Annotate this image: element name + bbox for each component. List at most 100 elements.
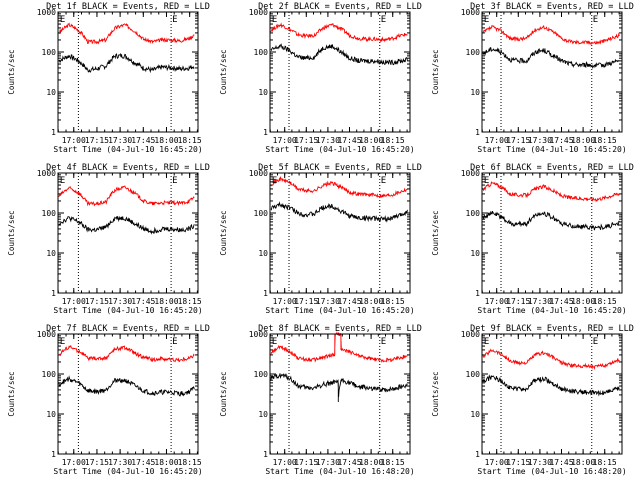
eclipse-marker: E [381,176,386,186]
x-tick-label: 17:15 [294,136,318,145]
y-tick-label: 1 [51,128,56,137]
y-tick-label: 10 [258,88,268,97]
x-tick-label: 17:15 [506,458,530,467]
series-events-line [482,210,620,231]
x-tick-label: 17:45 [337,297,361,306]
x-tick-label: 18:00 [359,136,383,145]
x-tick-label: 17:15 [506,297,530,306]
x-tick-label: 17:30 [528,297,552,306]
y-axis-label: Counts/sec [7,210,16,255]
series-lld-line [482,181,620,203]
x-tick-label: 17:00 [273,297,297,306]
series-events-line [58,52,195,74]
y-tick-label: 10 [258,410,268,419]
y-tick-label: 1 [263,450,268,459]
y-axis-label: Counts/sec [7,49,16,94]
x-tick-label: 17:45 [549,458,573,467]
panel-7: Det 7f BLACK = Events, RED = LLD Counts/s… [7,324,210,476]
panel-frame [269,333,411,455]
panel-8: Det 8f BLACK = Events, RED = LLD Counts/s… [219,324,422,476]
panel-4: Det 4f BLACK = Events, RED = LLD Counts/s… [7,163,210,315]
panel-frame [57,333,199,455]
series-lld-line [58,22,195,45]
series-lld-line [58,344,195,363]
x-tick-label: 18:15 [381,136,405,145]
x-tick-label: 17:45 [549,136,573,145]
series-lld-line [482,348,620,370]
x-tick-label: 18:15 [178,136,202,145]
y-tick-label: 1 [475,128,480,137]
x-tick-label: 17:30 [316,458,340,467]
series-lld-line [270,22,408,43]
x-tick-label: 17:00 [485,458,509,467]
panel-title: Det 9f BLACK = Events, RED = LLD [470,324,634,334]
eclipse-marker: E [272,15,277,25]
y-tick-label: 10 [46,88,56,97]
x-tick-label: 17:45 [337,458,361,467]
series-events-line [270,43,408,66]
x-tick-label: 18:15 [381,297,405,306]
x-tick-label: 17:00 [485,136,509,145]
x-tick-label: 17:45 [549,297,573,306]
y-tick-label: 1 [475,450,480,459]
y-tick-label: 1000 [37,8,56,17]
panel-frame [57,11,199,133]
y-axis-label: Counts/sec [431,210,440,255]
x-tick-label: 18:00 [359,297,383,306]
eclipse-marker: E [172,337,177,347]
x-axis-label: Start Time (04-Jul-10 16:45:20) [53,145,202,154]
x-tick-label: 17:30 [108,136,132,145]
eclipse-marker: E [484,176,489,186]
x-tick-label: 17:15 [85,297,109,306]
x-tick-label: 17:45 [131,136,155,145]
x-tick-label: 18:15 [593,297,617,306]
panel-title: Det 4f BLACK = Events, RED = LLD [46,163,210,173]
series-events-line [482,47,620,69]
x-tick-label: 17:15 [294,297,318,306]
panel-frame [57,172,199,294]
panel-9: Det 9f BLACK = Events, RED = LLD Counts/s… [431,324,634,476]
x-tick-label: 17:30 [316,136,340,145]
y-tick-label: 1000 [249,8,268,17]
y-axis-label: Counts/sec [219,371,228,416]
x-tick-label: 18:00 [571,458,595,467]
y-tick-label: 1000 [461,330,480,339]
panel-frame [269,172,411,294]
x-tick-label: 18:15 [593,458,617,467]
y-tick-label: 1 [263,289,268,298]
x-tick-label: 17:00 [485,297,509,306]
panel-title: Det 3f BLACK = Events, RED = LLD [470,2,634,12]
x-tick-label: 18:00 [154,297,178,306]
eclipse-marker: E [172,176,177,186]
panel-title: Det 1f BLACK = Events, RED = LLD [46,2,210,12]
eclipse-marker: E [484,15,489,25]
panel-frame [481,333,623,455]
panel-title: Det 8f BLACK = Events, RED = LLD [258,324,422,334]
eclipse-marker: E [593,15,598,25]
x-tick-label: 17:30 [528,136,552,145]
y-tick-label: 100 [254,48,269,57]
y-tick-label: 1000 [461,169,480,178]
eclipse-marker: E [60,15,65,25]
y-tick-label: 1000 [37,330,56,339]
x-tick-label: 17:30 [528,458,552,467]
eclipse-marker: E [381,15,386,25]
series-lld-line [270,331,408,363]
panel-title: Det 6f BLACK = Events, RED = LLD [470,163,634,173]
series-lld-line [58,185,195,207]
series-events-line [58,215,195,235]
y-tick-label: 10 [258,249,268,258]
y-tick-label: 10 [46,410,56,419]
x-tick-label: 18:00 [359,458,383,467]
panel-title: Det 2f BLACK = Events, RED = LLD [258,2,422,12]
x-tick-label: 17:00 [273,136,297,145]
panel-frame [481,11,623,133]
y-tick-label: 10 [470,249,480,258]
y-tick-label: 100 [254,209,269,218]
series-events-line [270,201,408,223]
panel-frame [481,172,623,294]
eclipse-marker: E [484,337,489,347]
y-tick-label: 100 [466,209,481,218]
panel-title: Det 5f BLACK = Events, RED = LLD [258,163,422,173]
